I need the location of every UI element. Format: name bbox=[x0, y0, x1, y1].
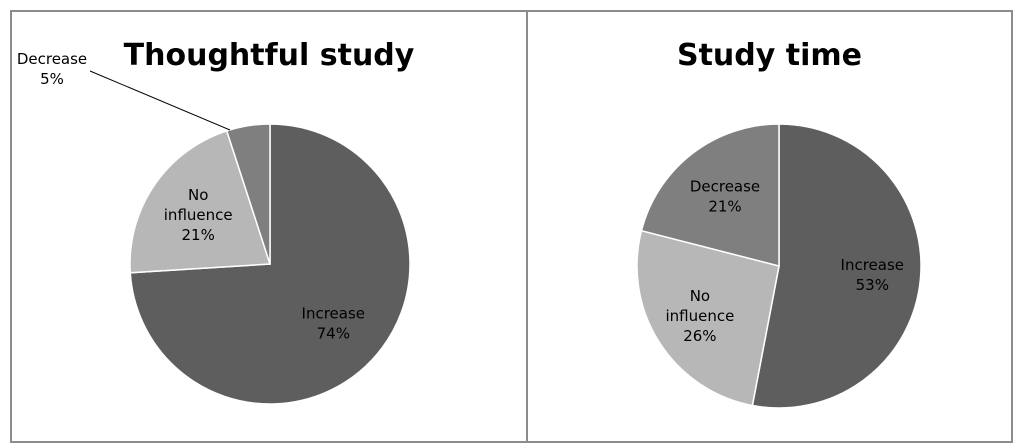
leader-line-decrease bbox=[89, 70, 231, 131]
data-label-no-influence: No influence 21% bbox=[164, 186, 233, 244]
pie-slice-decrease bbox=[640, 123, 780, 267]
chart-title: Thoughtful study bbox=[123, 38, 415, 73]
pie-slice-increase bbox=[751, 123, 922, 409]
data-label-decrease: Decrease 5% bbox=[17, 50, 87, 88]
data-label-increase: Increase 74% bbox=[302, 304, 365, 342]
pie-slice-no-influence bbox=[129, 129, 272, 274]
chart-panel-thoughtful-study: Thoughtful study Increase 74% No influence 2… bbox=[10, 10, 527, 443]
chart-title: Study time bbox=[676, 38, 862, 73]
pie-slice-no-influence bbox=[636, 229, 780, 407]
pie-chart-thoughtful-study: Increase 74% No influence 21% Decrease 5% bbox=[17, 50, 411, 405]
pie-chart-study-time: Increase 53% No influence 26% Decrease 21% bbox=[636, 123, 922, 409]
data-label-decrease: Decrease 21% bbox=[690, 177, 760, 215]
chart-panel-study-time: Study time Increase 53% No influence 26% Decr… bbox=[527, 10, 1013, 443]
data-label-no-influence: No influence 26% bbox=[665, 287, 734, 345]
pie-slice-decrease bbox=[225, 123, 271, 265]
data-label-increase: Increase 53% bbox=[841, 256, 904, 294]
